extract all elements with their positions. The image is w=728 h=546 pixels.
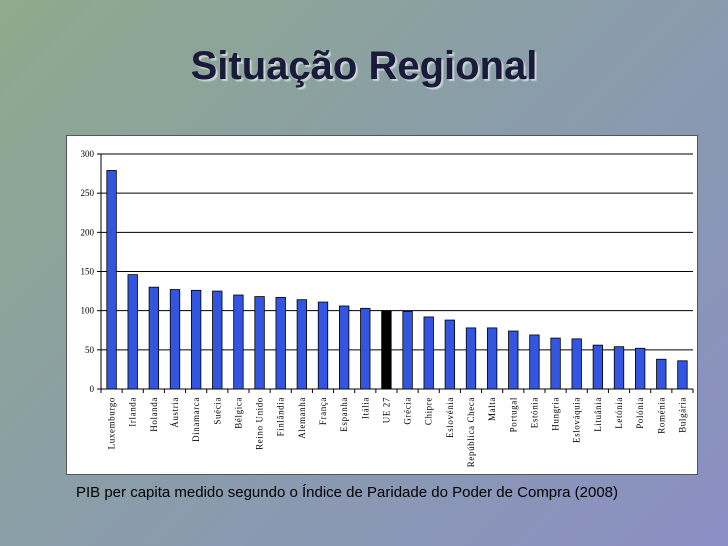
- bar: [571, 338, 582, 390]
- bar: [190, 289, 202, 390]
- chart-panel: 0 50 100 150 200 250 300 Luxemburgo Irlanda Holan…: [66, 135, 698, 475]
- bar: [233, 294, 244, 390]
- chart-caption: PIB per capita medido segundo o Índice d…: [76, 484, 619, 501]
- x-tick-label: Grécia: [403, 397, 413, 425]
- bar: [317, 301, 329, 390]
- bar: [529, 334, 540, 390]
- x-tick-label: Luxemburgo: [107, 397, 117, 449]
- x-tick-label: Holanda: [149, 397, 159, 432]
- x-tick-label: Reino Unido: [255, 397, 265, 450]
- bar: [592, 344, 604, 390]
- bar: [634, 347, 646, 390]
- bar: [677, 360, 688, 390]
- x-tick-label: Espanha: [339, 397, 349, 432]
- x-tick-label: Roménia: [656, 397, 666, 434]
- bar: [465, 327, 477, 390]
- x-tick-label: Estónia: [529, 397, 539, 428]
- x-tick-label: UE 27: [381, 397, 391, 423]
- bar: [148, 286, 160, 390]
- x-tick-label: Hungria: [551, 397, 561, 431]
- x-tick-label: Portugal: [508, 397, 518, 432]
- x-tick-label: Lituânia: [593, 397, 603, 432]
- x-tick-label: Finlândia: [276, 397, 286, 436]
- bar: [275, 296, 286, 390]
- y-tick-label: 50: [85, 345, 95, 355]
- bar: [486, 327, 498, 390]
- bar: [550, 337, 561, 390]
- bar: [254, 296, 265, 390]
- bar: [338, 305, 350, 390]
- y-tick-label: 0: [90, 384, 95, 394]
- x-tick-label: Bulgária: [677, 397, 687, 433]
- bar: [508, 330, 519, 390]
- bar: [360, 307, 371, 390]
- x-tick-label: Chipre: [424, 397, 434, 425]
- x-tick-label: Áustria: [170, 397, 180, 428]
- x-tick-label: Bélgica: [233, 397, 243, 429]
- y-tick-label: 100: [81, 306, 95, 316]
- bar: [127, 274, 138, 390]
- x-tick-label: Polónia: [635, 397, 645, 429]
- x-tick-label: Itália: [360, 397, 370, 419]
- bar: [212, 290, 223, 390]
- x-tick-label: Suécia: [212, 397, 222, 425]
- bar: [613, 346, 625, 390]
- y-tick-label: 250: [81, 188, 95, 198]
- slide-title: Situação Regional: [190, 44, 538, 88]
- bar: [106, 170, 117, 390]
- x-tick-label: Irlanda: [128, 397, 138, 427]
- bar: [296, 299, 308, 390]
- y-tick-label: 300: [81, 149, 95, 159]
- x-tick-label: Alemanha: [297, 397, 307, 439]
- x-tick-label: República Checa: [466, 397, 476, 467]
- bar: [381, 310, 392, 390]
- x-tick-label: Letónia: [614, 397, 624, 429]
- y-tick-label: 200: [81, 227, 95, 237]
- x-tick-label: Eslovénia: [445, 397, 455, 438]
- x-tick-label: Dinamarca: [191, 397, 201, 442]
- bar: [402, 311, 413, 390]
- bar: [656, 358, 667, 390]
- bar: [423, 316, 434, 390]
- x-tick-label: Malta: [487, 397, 497, 421]
- x-tick-label: França: [318, 397, 328, 425]
- bar: [169, 289, 181, 390]
- y-tick-label: 150: [81, 267, 95, 277]
- x-tick-label: Eslováquia: [572, 397, 582, 443]
- bar-chart: 0 50 100 150 200 250 300 Luxemburgo Irlanda Holan…: [81, 149, 694, 467]
- bar: [444, 319, 456, 390]
